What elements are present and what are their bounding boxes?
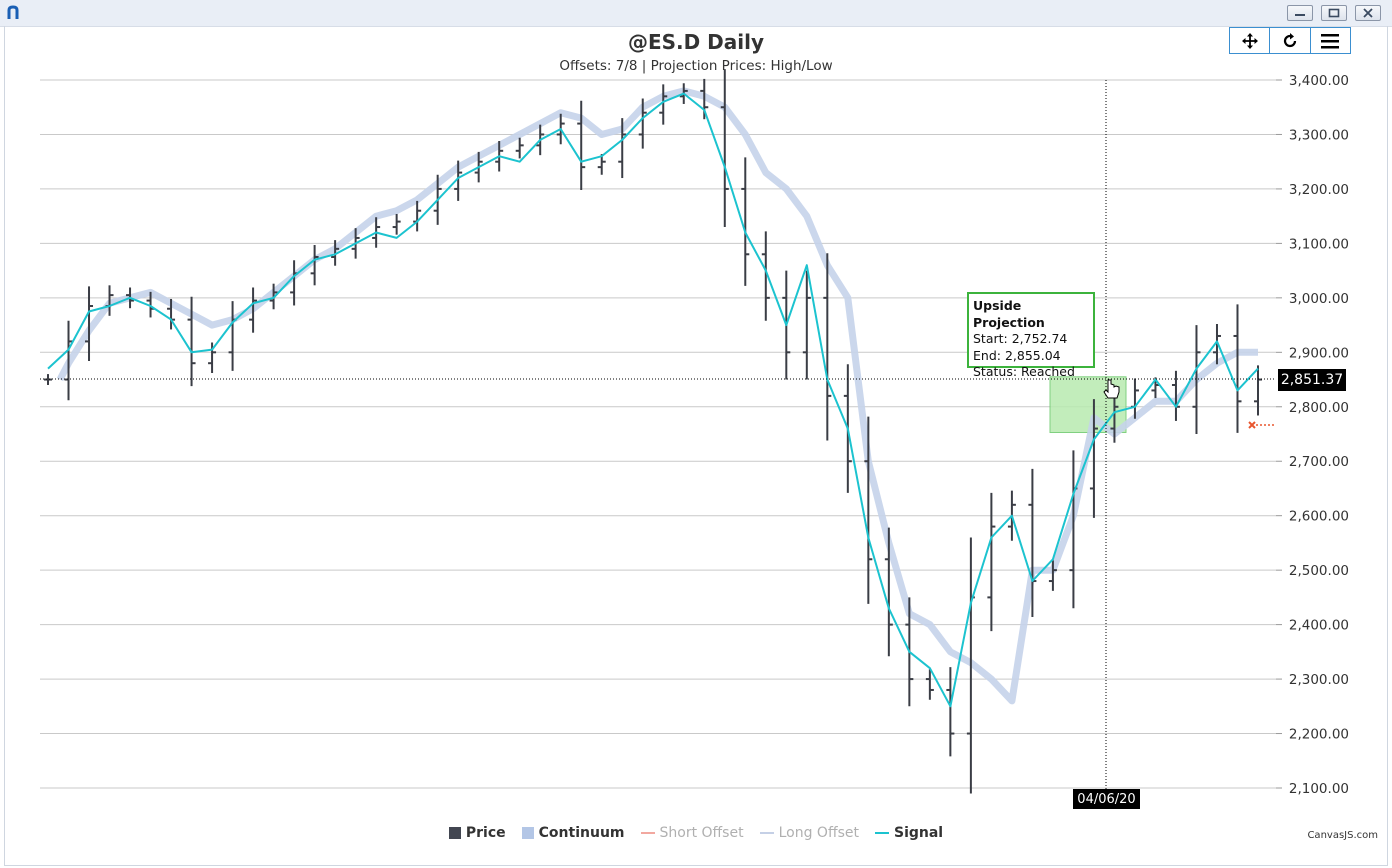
y-tick-label: 2,300.00 bbox=[1289, 672, 1349, 688]
chart-credit[interactable]: CanvasJS.com bbox=[1307, 830, 1378, 841]
y-axis-ticks: 3,400.00 3,300.00 3,200.00 3,100.00 3,000.00… bbox=[1289, 73, 1349, 797]
close-button[interactable] bbox=[1355, 5, 1381, 21]
legend-swatch bbox=[448, 827, 461, 839]
menu-button[interactable] bbox=[1311, 28, 1350, 53]
menu-icon bbox=[1321, 33, 1340, 48]
y-tick-label: 3,100.00 bbox=[1289, 236, 1349, 252]
pan-button[interactable] bbox=[1230, 28, 1271, 53]
projection-tooltip: Upside Projection Start: 2,752.74 End: 2… bbox=[967, 292, 1095, 379]
projection-boxes bbox=[1049, 376, 1127, 434]
y-tick-label: 3,200.00 bbox=[1289, 182, 1349, 198]
price-bars bbox=[44, 69, 1262, 794]
window-titlebar bbox=[0, 0, 1392, 27]
legend-item-continuum[interactable]: Continuum bbox=[521, 825, 625, 841]
crosshair-date-label: 04/06/20 bbox=[1073, 789, 1140, 809]
projection-box bbox=[1049, 376, 1127, 434]
legend-label: Short Offset bbox=[659, 825, 744, 841]
y-tick-label: 3,000.00 bbox=[1289, 291, 1349, 307]
reset-icon bbox=[1283, 32, 1297, 47]
chart-legend: Price Continuum Short Offset Long Offset… bbox=[0, 825, 1392, 841]
app-logo-icon bbox=[7, 5, 19, 19]
chart-subtitle: Offsets: 7/8 | Projection Prices: High/L… bbox=[559, 58, 833, 74]
legend-swatch bbox=[521, 827, 534, 839]
legend-item-short-offset[interactable]: Short Offset bbox=[640, 825, 744, 841]
legend-label: Long Offset bbox=[778, 825, 859, 841]
short-offset-marker bbox=[1248, 421, 1275, 429]
y-tick-label: 3,300.00 bbox=[1289, 127, 1349, 143]
signal-series bbox=[47, 92, 1259, 708]
legend-item-price[interactable]: Price bbox=[448, 825, 506, 841]
legend-swatch bbox=[874, 832, 889, 834]
tooltip-start: Start: 2,752.74 bbox=[973, 331, 1068, 346]
y-tick-label: 2,400.00 bbox=[1289, 618, 1349, 634]
legend-item-long-offset[interactable]: Long Offset bbox=[759, 825, 859, 841]
close-icon bbox=[1363, 8, 1373, 18]
legend-label: Signal bbox=[893, 825, 944, 841]
restore-button[interactable] bbox=[1321, 5, 1347, 21]
grid-lines bbox=[40, 79, 1282, 789]
tooltip-status: Status: Reached bbox=[973, 364, 1075, 379]
y-tick-label: 2,800.00 bbox=[1289, 400, 1349, 416]
window-frame bbox=[4, 26, 1388, 866]
y-tick-label: 3,400.00 bbox=[1289, 73, 1349, 89]
y-tick-label: 2,900.00 bbox=[1289, 345, 1349, 361]
tooltip-end: End: 2,855.04 bbox=[973, 347, 1061, 363]
y-tick-label: 2,700.00 bbox=[1289, 454, 1349, 470]
y-tick-label: 2,500.00 bbox=[1289, 563, 1349, 579]
cursor-icon bbox=[1103, 379, 1120, 399]
restore-icon bbox=[1328, 8, 1340, 18]
legend-item-signal[interactable]: Signal bbox=[874, 825, 944, 841]
chart-title: @ES.D Daily bbox=[627, 30, 765, 54]
y-tick-label: 2,600.00 bbox=[1289, 509, 1349, 525]
legend-swatch bbox=[640, 832, 655, 834]
chart-toolbar bbox=[1229, 27, 1351, 54]
legend-label: Continuum bbox=[538, 825, 625, 841]
crosshair-price-label: 2,851.37 bbox=[1278, 369, 1346, 391]
y-tick-label: 2,200.00 bbox=[1289, 727, 1349, 743]
minimize-icon bbox=[1295, 14, 1305, 16]
minimize-button[interactable] bbox=[1287, 5, 1313, 21]
legend-swatch bbox=[759, 832, 774, 834]
tooltip-title: Upside Projection bbox=[973, 298, 1045, 330]
pan-icon bbox=[1241, 32, 1258, 49]
y-tick-label: 2,100.00 bbox=[1289, 781, 1349, 797]
legend-label: Price bbox=[465, 825, 506, 841]
reset-button[interactable] bbox=[1270, 28, 1311, 53]
continuum-series bbox=[56, 87, 1258, 705]
